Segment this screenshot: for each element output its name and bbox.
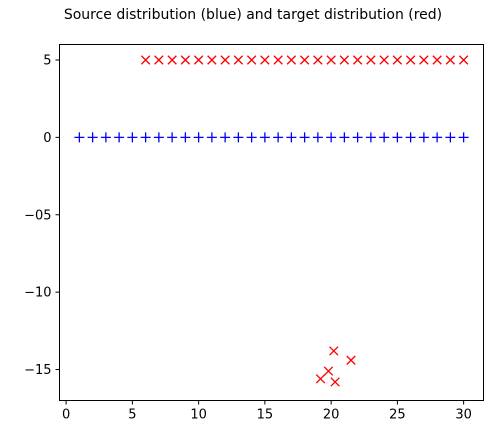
red-x-point <box>419 55 429 65</box>
x-tick-label: 20 <box>323 408 340 423</box>
red-x-point <box>445 55 456 65</box>
red-x-point <box>339 55 350 65</box>
y-tick-label: −05 <box>24 208 51 223</box>
red-x-point <box>392 55 403 65</box>
blue-plus-point <box>87 132 98 143</box>
blue-plus-point <box>193 132 204 143</box>
red-x-point <box>273 55 283 65</box>
blue-plus-point <box>339 132 350 143</box>
blue-plus-point <box>445 132 456 143</box>
blue-plus-point <box>140 132 151 143</box>
blue-plus-point <box>153 132 164 143</box>
red-x-point <box>140 55 151 65</box>
blue-plus-point <box>180 132 191 143</box>
x-tick-label: 25 <box>389 408 406 423</box>
x-tick-label: 30 <box>455 408 472 423</box>
y-tick-label: −10 <box>24 286 51 301</box>
blue-plus-point <box>405 132 416 143</box>
blue-plus-point <box>299 132 310 143</box>
blue-plus-point <box>418 132 429 143</box>
blue-plus-point <box>127 132 138 143</box>
data-markers <box>74 55 469 387</box>
red-x-point <box>207 55 217 65</box>
red-x-point <box>346 355 356 365</box>
red-x-point <box>315 374 326 384</box>
blue-plus-point <box>114 132 125 143</box>
blue-plus-point <box>259 132 270 143</box>
y-tick-label: 5 <box>43 53 51 68</box>
x-axis: 0 5 10 15 20 25 30 <box>62 400 472 423</box>
chart-title: Source distribution (blue) and target di… <box>64 7 442 23</box>
blue-plus-point <box>458 132 469 143</box>
red-x-point <box>405 55 416 65</box>
blue-plus-point <box>246 132 257 143</box>
blue-plus-point <box>233 132 244 143</box>
red-x-point <box>233 55 244 65</box>
blue-plus-point <box>206 132 217 143</box>
red-x-point <box>330 377 340 387</box>
blue-plus-point <box>432 132 443 143</box>
red-x-point <box>352 55 363 65</box>
red-x-point <box>326 55 336 65</box>
red-x-point <box>329 346 339 356</box>
red-x-point <box>379 55 389 65</box>
red-x-point <box>167 55 177 65</box>
blue-plus-point <box>379 132 390 143</box>
blue-plus-point <box>392 132 403 143</box>
red-x-point <box>246 55 257 65</box>
blue-series <box>74 132 469 143</box>
x-tick-label: 0 <box>62 408 70 423</box>
red-x-point <box>366 55 376 65</box>
red-x-point <box>180 55 191 65</box>
red-x-point <box>458 55 469 65</box>
blue-plus-point <box>365 132 376 143</box>
y-tick-label: 0 <box>43 131 51 146</box>
blue-plus-point <box>352 132 363 143</box>
blue-plus-point <box>286 132 297 143</box>
blue-plus-point <box>326 132 337 143</box>
red-x-point <box>323 366 334 376</box>
red-x-point <box>220 55 230 65</box>
x-tick-label: 15 <box>257 408 274 423</box>
x-tick-label: 10 <box>190 408 207 423</box>
blue-plus-point <box>312 132 323 143</box>
red-x-point <box>313 55 323 65</box>
red-series <box>140 55 469 387</box>
red-x-point <box>286 55 297 65</box>
plot-area-frame <box>59 44 484 401</box>
y-axis: 5 0 −05 −10 −15 <box>24 53 60 378</box>
red-x-point <box>299 55 310 65</box>
red-x-point <box>154 55 164 65</box>
red-x-point <box>260 55 270 65</box>
y-tick-label: −15 <box>24 363 51 378</box>
blue-plus-point <box>167 132 178 143</box>
x-tick-label: 5 <box>128 408 136 423</box>
blue-plus-point <box>74 132 85 143</box>
blue-plus-point <box>220 132 231 143</box>
blue-plus-point <box>100 132 111 143</box>
red-x-point <box>193 55 204 65</box>
red-x-point <box>432 55 442 65</box>
blue-plus-point <box>273 132 284 143</box>
